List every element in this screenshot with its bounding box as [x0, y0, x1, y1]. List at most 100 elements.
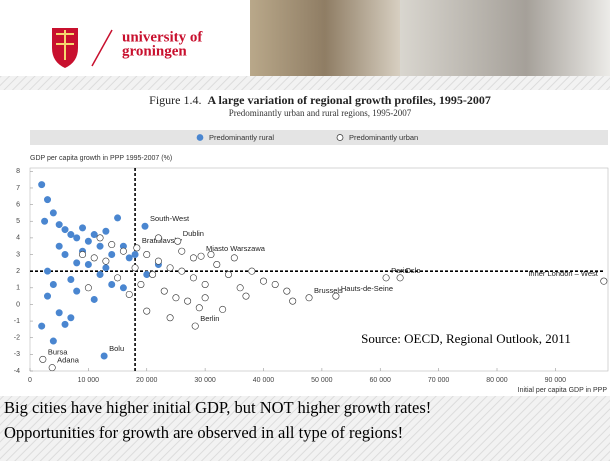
- point: [600, 277, 608, 285]
- point: [260, 277, 268, 285]
- figure-number: Figure 1.4.: [149, 93, 201, 107]
- x-tick-label: 20 000: [136, 377, 158, 384]
- y-tick-label: 4: [16, 235, 20, 242]
- source: Source: OECD, Regional Outlook, 2011: [361, 331, 571, 346]
- photo: [400, 0, 610, 76]
- point: [125, 290, 133, 298]
- point: [90, 254, 98, 262]
- hatch-footer: [0, 396, 610, 461]
- point: [61, 251, 69, 259]
- point: [213, 261, 221, 269]
- y-axis-label: GDP per capita growth in PPP 1995-2007 (…: [30, 155, 172, 162]
- x-tick-label: 30 000: [194, 377, 216, 384]
- point: [102, 257, 110, 265]
- point: [178, 247, 186, 255]
- point: [119, 284, 127, 292]
- logo-slash: [91, 29, 113, 67]
- y-tick-label: 0: [16, 301, 20, 308]
- y-tick-label: 7: [16, 185, 20, 192]
- point: [143, 307, 151, 315]
- point: [67, 275, 75, 283]
- point: [100, 352, 108, 360]
- point: [396, 274, 404, 282]
- point: [141, 222, 149, 230]
- point: [84, 261, 92, 269]
- x-tick-label: 60 000: [370, 377, 392, 384]
- y-tick-label: 8: [16, 168, 20, 175]
- point: [49, 209, 57, 217]
- point: [189, 254, 197, 262]
- point: [96, 242, 104, 250]
- point: [108, 251, 116, 259]
- point: [197, 252, 205, 260]
- point-label: Hauts-de-Seine: [341, 284, 393, 293]
- point: [178, 267, 186, 275]
- point: [189, 274, 197, 282]
- point: [48, 364, 56, 372]
- point: [90, 295, 98, 303]
- point: [55, 221, 63, 229]
- point-label: Dublin: [183, 229, 204, 238]
- point: [61, 320, 69, 328]
- y-tick-label: 2: [16, 268, 20, 275]
- chart-title: A large variation of regional growth pro…: [208, 93, 491, 107]
- point: [102, 264, 110, 272]
- point-label: Adana: [57, 356, 80, 365]
- point-label: Bolu: [109, 344, 124, 353]
- photo: [250, 0, 400, 76]
- point: [154, 257, 162, 265]
- point: [44, 196, 52, 204]
- point: [102, 227, 110, 235]
- source-box: [330, 327, 602, 351]
- x-tick-label: 50 000: [311, 377, 333, 384]
- y-tick-label: -3: [14, 351, 20, 358]
- point: [224, 270, 232, 278]
- point: [73, 287, 81, 295]
- y-tick-label: -1: [14, 318, 20, 325]
- point: [195, 304, 203, 312]
- logo-text: university of: [122, 29, 203, 45]
- point: [79, 251, 87, 259]
- point: [154, 234, 162, 242]
- x-tick-label: 90 000: [545, 377, 567, 384]
- point: [236, 284, 244, 292]
- legend-marker: [196, 134, 204, 141]
- point: [137, 280, 145, 288]
- point: [166, 314, 174, 322]
- y-tick-label: 3: [16, 251, 20, 258]
- point: [382, 274, 390, 282]
- point: [39, 355, 47, 363]
- x-tick-label: 70 000: [428, 377, 450, 384]
- point: [133, 244, 141, 252]
- point: [84, 284, 92, 292]
- legend-bar: [30, 130, 608, 145]
- crest-detail: [56, 30, 74, 60]
- x-tick-label: 80 000: [486, 377, 508, 384]
- point: [184, 297, 192, 305]
- point: [90, 231, 98, 239]
- point: [207, 251, 215, 259]
- point: [67, 314, 75, 322]
- point: [55, 309, 63, 317]
- point-label: Paris: [391, 266, 408, 275]
- y-tick-label: -2: [14, 335, 20, 342]
- point: [219, 305, 227, 313]
- y-tick-label: -4: [14, 368, 20, 375]
- point: [73, 234, 81, 242]
- point: [271, 280, 279, 288]
- point: [49, 337, 57, 345]
- point-label: Miasto Warszawa: [206, 244, 266, 253]
- point: [131, 251, 139, 259]
- point-label: Inner London – West: [528, 269, 598, 278]
- chart-subtitle: Predominantly urban and rural regions, 1…: [229, 108, 412, 118]
- point: [108, 241, 116, 249]
- point-label: Berlin: [200, 314, 219, 323]
- point: [160, 287, 168, 295]
- logo-text: groningen: [122, 43, 187, 59]
- point: [289, 297, 297, 305]
- point: [191, 322, 199, 330]
- y-tick-label: 6: [16, 201, 20, 208]
- point-label: Oslo: [405, 266, 420, 275]
